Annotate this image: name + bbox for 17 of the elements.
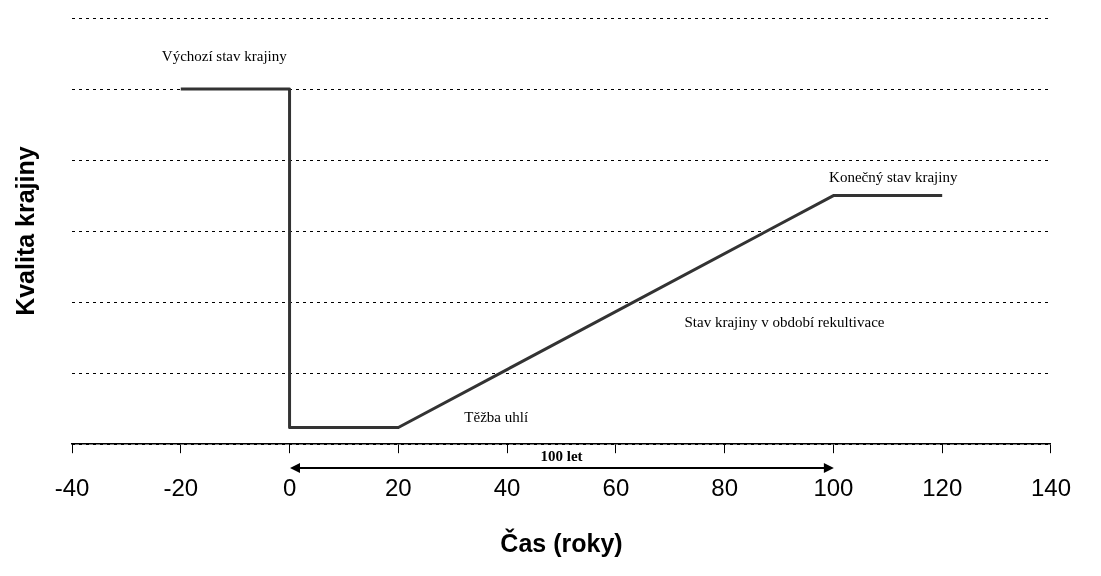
- x-tick-label: 0: [282, 474, 297, 502]
- annotation: Těžba uhlí: [464, 408, 529, 425]
- y-axis-title: Kvalita krajiny: [10, 146, 39, 316]
- x-tick-label: 140: [1030, 474, 1071, 502]
- x-axis-title: Čas (roky): [500, 527, 623, 557]
- x-tick-label: 40: [493, 474, 521, 502]
- x-tick-label: -40: [54, 474, 90, 502]
- text: Výchozí stav krajiny: [161, 48, 288, 65]
- x-tick-label: 20: [384, 474, 412, 502]
- x-tick-label: 100: [813, 474, 854, 502]
- x-tick-label: 80: [711, 474, 738, 502]
- x-tick-label: -20: [163, 474, 199, 502]
- annotation: Stav krajiny v období rekultivace: [684, 314, 885, 331]
- text: 100 let: [540, 448, 583, 465]
- annotation: Konečný stav krajiny: [829, 168, 958, 185]
- x-tick-label: 60: [602, 474, 630, 502]
- x-tick-label: 120: [922, 474, 963, 502]
